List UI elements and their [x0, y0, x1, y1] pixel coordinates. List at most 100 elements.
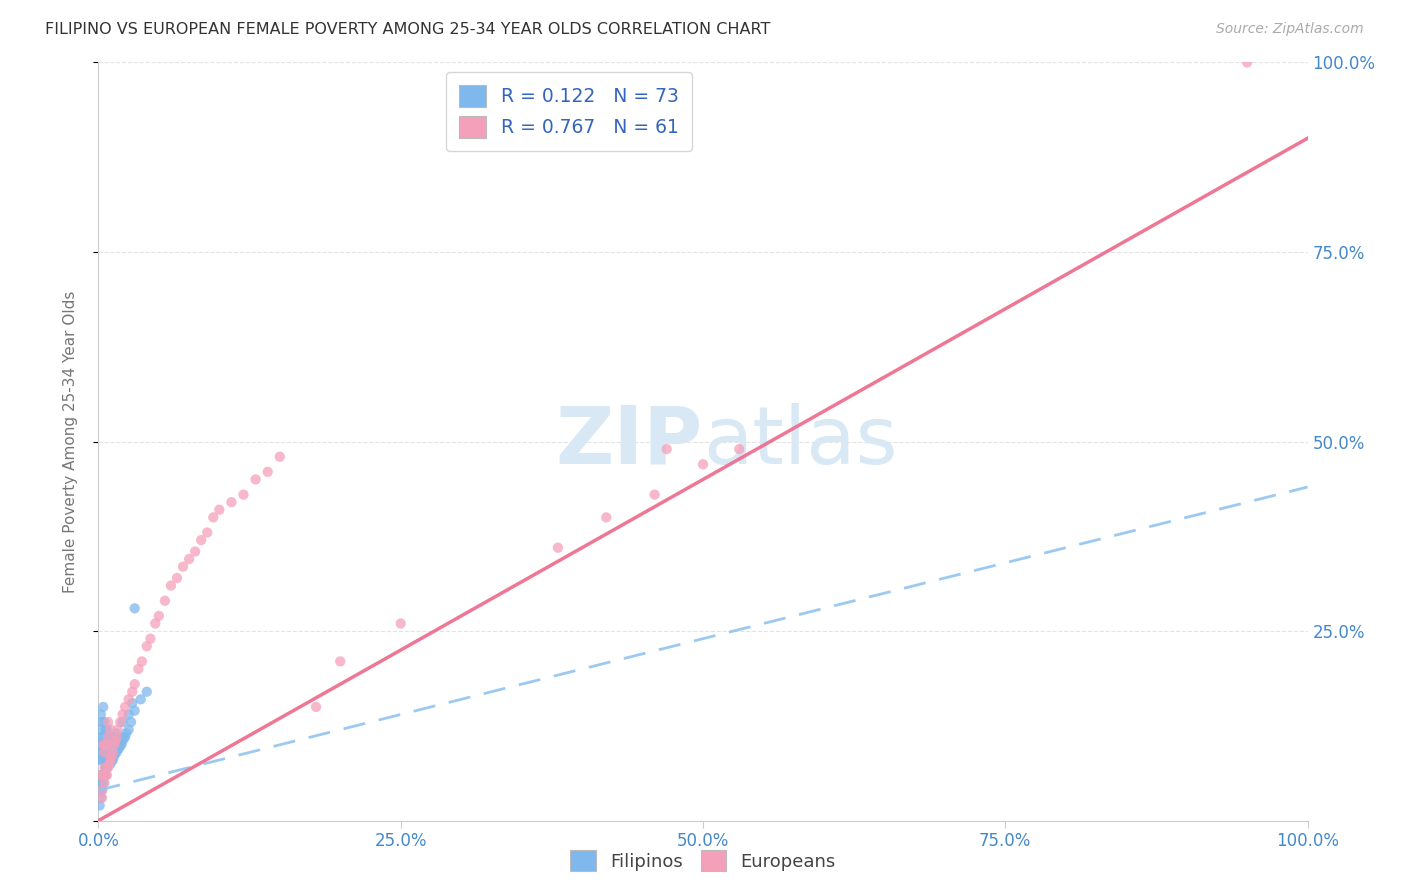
Point — [256, 465, 278, 479]
Point — [121, 685, 143, 699]
Point — [97, 715, 120, 730]
Point — [269, 450, 291, 464]
Point — [104, 734, 127, 748]
Point — [89, 776, 111, 790]
Point — [93, 753, 115, 767]
Point — [94, 768, 117, 782]
Point — [91, 738, 114, 752]
Point — [110, 738, 132, 752]
Point — [232, 487, 254, 501]
Point — [90, 768, 112, 782]
Point — [107, 723, 129, 737]
Point — [108, 741, 131, 756]
Point — [118, 692, 141, 706]
Point — [124, 601, 146, 615]
Point — [118, 723, 141, 737]
Point — [100, 734, 122, 748]
Point — [90, 768, 112, 782]
Point — [100, 753, 122, 767]
Point — [135, 639, 157, 653]
Point — [93, 768, 115, 782]
Point — [655, 442, 678, 457]
Point — [91, 768, 114, 782]
Point — [91, 738, 114, 752]
Point — [195, 525, 218, 540]
Point — [90, 768, 112, 782]
Point — [127, 662, 149, 676]
Point — [93, 738, 115, 752]
Point — [93, 715, 115, 730]
Point — [100, 753, 122, 767]
Point — [91, 783, 114, 797]
Point — [96, 723, 118, 737]
Point — [89, 738, 111, 752]
Point — [96, 760, 118, 774]
Point — [98, 756, 121, 771]
Point — [91, 746, 114, 760]
Point — [89, 753, 111, 767]
Point — [108, 738, 131, 752]
Point — [100, 741, 122, 756]
Point — [91, 699, 114, 714]
Point — [96, 756, 118, 771]
Point — [547, 541, 569, 555]
Point — [97, 738, 120, 752]
Point — [100, 749, 122, 764]
Point — [728, 442, 751, 457]
Point — [644, 487, 666, 501]
Point — [96, 738, 118, 752]
Point — [100, 746, 122, 760]
Point — [208, 503, 231, 517]
Point — [305, 699, 328, 714]
Point — [103, 738, 125, 752]
Y-axis label: Female Poverty Among 25-34 Year Olds: Female Poverty Among 25-34 Year Olds — [63, 291, 77, 592]
Point — [148, 608, 170, 623]
Point — [91, 776, 114, 790]
Point — [105, 730, 128, 744]
Point — [124, 704, 146, 718]
Point — [89, 723, 111, 737]
Point — [91, 715, 114, 730]
Point — [100, 730, 122, 744]
Point — [91, 791, 114, 805]
Point — [98, 749, 121, 764]
Point — [101, 730, 124, 744]
Point — [93, 760, 115, 774]
Point — [91, 753, 114, 767]
Point — [111, 734, 134, 748]
Point — [94, 738, 117, 752]
Point — [104, 730, 127, 744]
Point — [166, 571, 188, 585]
Point — [111, 715, 134, 730]
Point — [389, 616, 412, 631]
Point — [90, 791, 112, 805]
Point — [108, 715, 131, 730]
Point — [245, 473, 267, 487]
Point — [131, 655, 153, 669]
Point — [121, 696, 143, 710]
Point — [143, 616, 166, 631]
Point — [91, 783, 114, 797]
Point — [90, 746, 112, 760]
Text: ZIP: ZIP — [555, 402, 703, 481]
Point — [91, 776, 114, 790]
Point — [90, 707, 112, 722]
Text: atlas: atlas — [703, 402, 897, 481]
Text: FILIPINO VS EUROPEAN FEMALE POVERTY AMONG 25-34 YEAR OLDS CORRELATION CHART: FILIPINO VS EUROPEAN FEMALE POVERTY AMON… — [45, 22, 770, 37]
Point — [97, 753, 120, 767]
Point — [1236, 55, 1258, 70]
Point — [115, 726, 138, 740]
Point — [105, 746, 128, 760]
Point — [118, 707, 141, 722]
Point — [97, 760, 120, 774]
Legend: Filipinos, Europeans: Filipinos, Europeans — [562, 843, 844, 879]
Point — [101, 753, 124, 767]
Text: Source: ZipAtlas.com: Source: ZipAtlas.com — [1216, 22, 1364, 37]
Point — [135, 685, 157, 699]
Point — [101, 738, 124, 752]
Point — [98, 730, 121, 744]
Point — [160, 579, 183, 593]
Point — [94, 760, 117, 774]
Point — [94, 723, 117, 737]
Point — [120, 715, 142, 730]
